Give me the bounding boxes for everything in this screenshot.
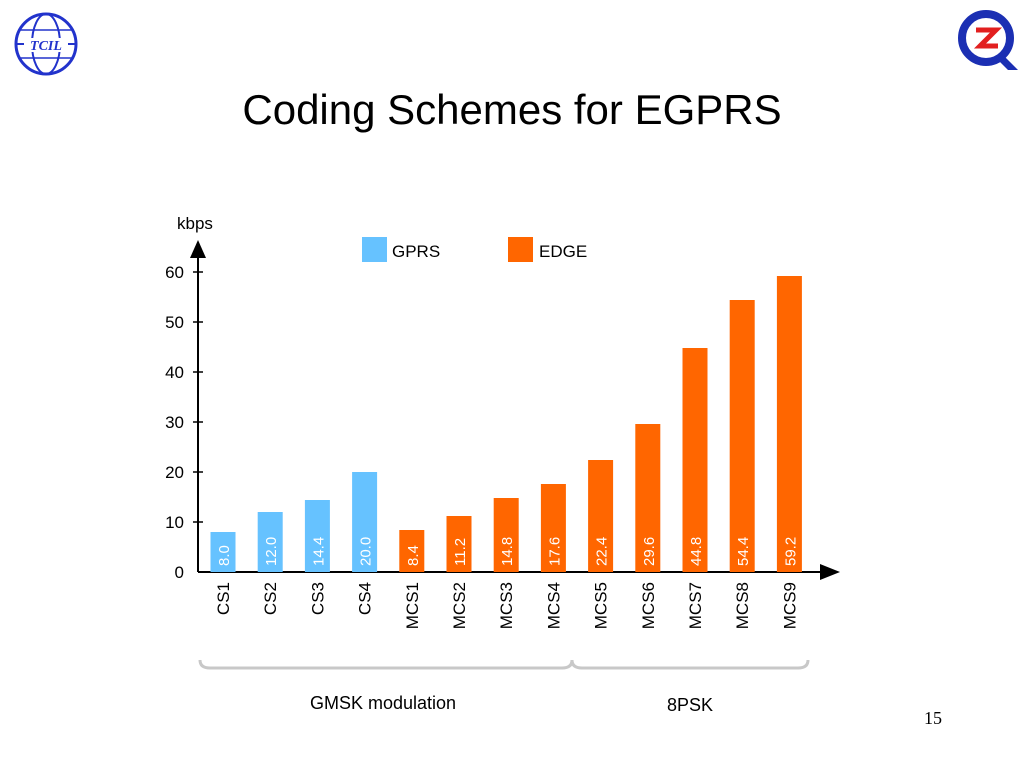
bar-cs2 xyxy=(257,512,283,572)
bar-value-label: 44.8 xyxy=(688,537,705,566)
tcil-logo: TCIL xyxy=(8,6,84,78)
category-label-cs4: CS4 xyxy=(356,582,375,615)
group-label-gmsk: GMSK modulation xyxy=(310,693,456,713)
bar-mcs2 xyxy=(446,516,472,572)
category-label-mcs8: MCS8 xyxy=(733,582,752,629)
category-label-mcs9: MCS9 xyxy=(780,582,799,629)
bar-mcs8 xyxy=(729,300,755,572)
y-axis-label: kbps xyxy=(177,214,213,233)
y-tick-label: 40 xyxy=(165,363,184,382)
bar-value-label: 54.4 xyxy=(735,537,752,566)
category-label-mcs1: MCS1 xyxy=(403,582,422,629)
y-tick-label: 10 xyxy=(165,513,184,532)
y-tick-label: 30 xyxy=(165,413,184,432)
legend-swatch-gprs xyxy=(362,237,387,262)
bar-mcs5 xyxy=(588,460,614,572)
category-label-cs2: CS2 xyxy=(261,582,280,615)
bar-mcs1 xyxy=(399,530,425,572)
bar-value-label: 8.0 xyxy=(216,545,233,566)
bar-cs1 xyxy=(210,532,236,572)
bar-cs3 xyxy=(304,500,330,572)
category-label-cs1: CS1 xyxy=(214,582,233,615)
category-label-mcs2: MCS2 xyxy=(450,582,469,629)
bar-value-label: 29.6 xyxy=(641,537,658,566)
bar-mcs6 xyxy=(635,424,661,572)
y-tick-label: 0 xyxy=(175,563,184,582)
slide-title: Coding Schemes for EGPRS xyxy=(242,86,782,133)
8psk-bracket xyxy=(570,659,810,670)
bar-value-label: 22.4 xyxy=(594,537,611,566)
x-axis-arrow xyxy=(820,564,840,580)
bar-value-label: 59.2 xyxy=(782,537,799,566)
bar-value-label: 8.4 xyxy=(405,545,422,566)
group-label-8psk: 8PSK xyxy=(667,695,713,715)
bar-value-label: 12.0 xyxy=(263,537,280,566)
bar-mcs4 xyxy=(540,484,566,572)
page-number: 15 xyxy=(924,708,942,728)
y-tick-label: 60 xyxy=(165,263,184,282)
gmsk-bracket xyxy=(198,659,574,670)
y-tick-label: 20 xyxy=(165,463,184,482)
legend-swatch-edge xyxy=(508,237,533,262)
quality-logo xyxy=(956,6,1020,72)
bar-mcs3 xyxy=(493,498,519,572)
bar-value-label: 20.0 xyxy=(358,537,375,566)
bar-mcs9 xyxy=(776,276,802,572)
bar-value-label: 17.6 xyxy=(546,537,563,566)
bar-mcs7 xyxy=(682,348,708,572)
legend-label-edge: EDGE xyxy=(539,242,587,261)
legend-label-gprs: GPRS xyxy=(392,242,440,261)
category-label-mcs5: MCS5 xyxy=(592,582,611,629)
bar-value-label: 11.2 xyxy=(452,538,469,566)
category-label-mcs3: MCS3 xyxy=(497,582,516,629)
category-label-cs3: CS3 xyxy=(308,582,327,615)
category-label-mcs6: MCS6 xyxy=(639,582,658,629)
category-label-mcs7: MCS7 xyxy=(686,582,705,629)
svg-text:TCIL: TCIL xyxy=(30,39,62,54)
bar-value-label: 14.8 xyxy=(499,537,516,566)
bar-value-label: 14.4 xyxy=(310,537,327,566)
bar-cs4 xyxy=(352,472,378,572)
y-tick-label: 50 xyxy=(165,313,184,332)
y-axis-arrow xyxy=(190,240,206,258)
category-label-mcs4: MCS4 xyxy=(544,582,563,629)
